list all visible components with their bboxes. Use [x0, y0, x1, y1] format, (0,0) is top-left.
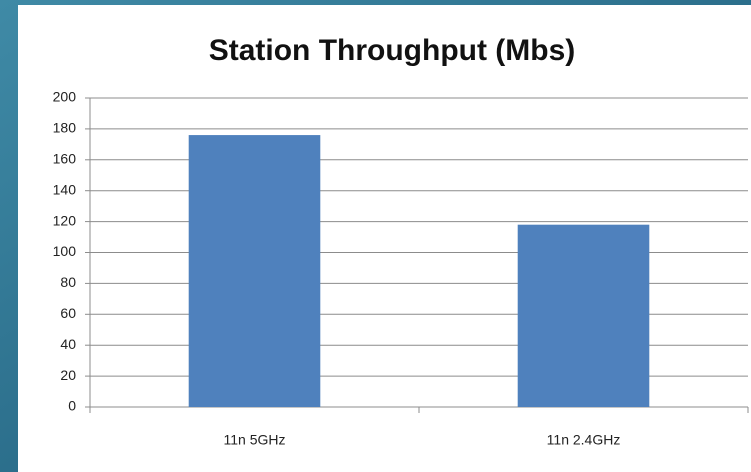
y-tick-label: 80: [60, 274, 76, 290]
y-tick-label: 100: [53, 243, 77, 259]
y-tick-label: 160: [53, 151, 77, 167]
y-tick-label: 0: [68, 398, 76, 414]
x-tick-label: 11n 5GHz: [224, 432, 286, 448]
y-tick-label: 20: [60, 367, 76, 383]
chart-title: Station Throughput (Mbs): [209, 34, 576, 67]
y-tick-label: 40: [60, 336, 76, 352]
bar: [517, 224, 650, 407]
y-tick-label: 200: [53, 89, 77, 105]
bar: [188, 135, 321, 407]
y-tick-label: 180: [53, 120, 77, 136]
y-tick-label: 140: [53, 181, 77, 197]
y-tick-label: 120: [53, 212, 77, 228]
y-tick-label: 60: [60, 305, 76, 321]
x-tick-label: 11n 2.4GHz: [547, 432, 621, 448]
